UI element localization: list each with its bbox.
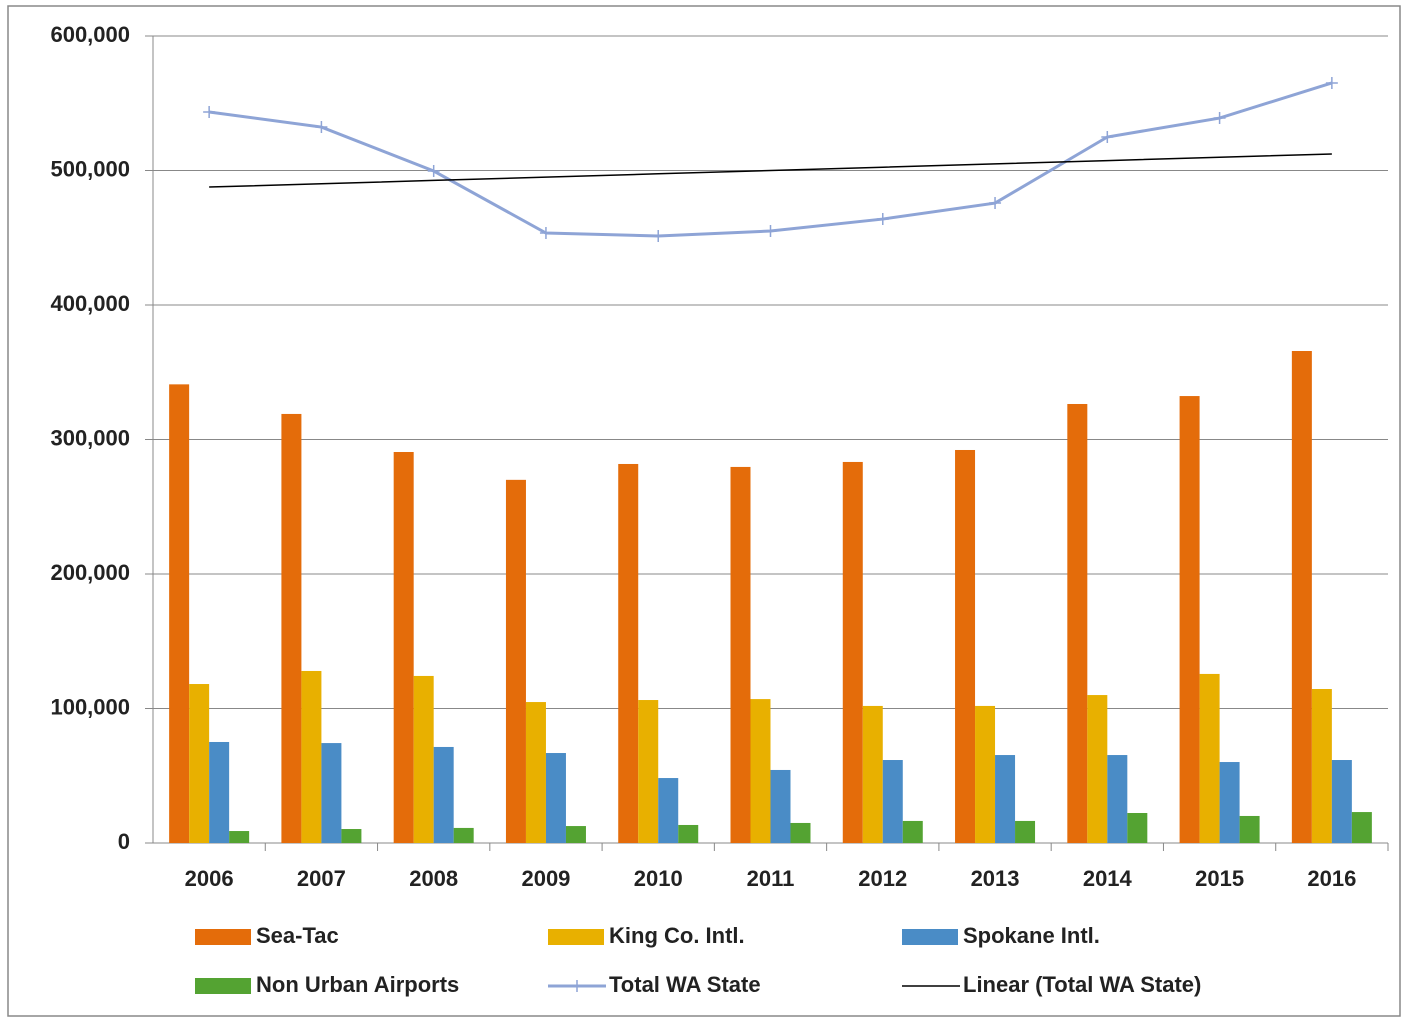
line-marker [652, 230, 665, 243]
bar [1199, 673, 1220, 843]
legend-label: Total WA State [609, 972, 761, 997]
bar [1015, 820, 1036, 843]
legend-swatch [548, 929, 604, 945]
bar [1239, 815, 1260, 843]
bar [189, 684, 210, 843]
bar [842, 461, 863, 843]
bar [525, 702, 546, 843]
y-tick-label: 100,000 [50, 694, 130, 719]
x-tick-label: 2006 [185, 866, 234, 891]
bar [1311, 688, 1332, 843]
line-marker [1213, 112, 1226, 125]
x-tick-label: 2016 [1307, 866, 1356, 891]
bar [505, 479, 526, 843]
bar [975, 705, 996, 843]
x-tick-label: 2007 [297, 866, 346, 891]
legend-marker [571, 980, 583, 992]
x-tick-label: 2008 [409, 866, 458, 891]
bar [545, 753, 566, 843]
bar [229, 831, 250, 843]
bar [169, 384, 190, 843]
line-marker [1101, 131, 1114, 144]
y-tick-label: 300,000 [50, 425, 130, 450]
bar [1291, 350, 1312, 843]
x-tick-label: 2010 [634, 866, 683, 891]
bar [341, 829, 362, 843]
y-tick-label: 500,000 [50, 156, 130, 181]
bar [955, 449, 976, 843]
bar [321, 743, 342, 843]
line-marker [539, 227, 552, 240]
bar [209, 741, 230, 843]
bar [902, 820, 923, 843]
line-marker [876, 213, 889, 226]
bar [565, 826, 586, 843]
bar [618, 463, 639, 843]
legend-swatch [902, 929, 958, 945]
x-tick-label: 2012 [858, 866, 907, 891]
bar [1107, 755, 1128, 843]
x-tick-label: 2013 [971, 866, 1020, 891]
line-marker [203, 105, 216, 118]
bar [658, 778, 679, 843]
legend-label: Sea-Tac [256, 923, 339, 948]
bar [638, 700, 659, 843]
x-tick-label: 2015 [1195, 866, 1244, 891]
bar [678, 824, 699, 843]
line-marker [315, 121, 328, 134]
y-tick-label: 400,000 [50, 291, 130, 316]
bar [301, 670, 322, 843]
bar [281, 413, 302, 843]
bar [1067, 403, 1088, 843]
y-tick-label: 200,000 [50, 560, 130, 585]
line-marker [427, 165, 440, 178]
bar [433, 746, 454, 843]
legend-label: Spokane Intl. [963, 923, 1100, 948]
bar [393, 452, 414, 843]
x-tick-label: 2009 [521, 866, 570, 891]
chart-frame [7, 5, 1401, 1017]
bar [1179, 396, 1200, 843]
bar [862, 705, 883, 843]
x-tick-label: 2014 [1083, 866, 1133, 891]
bar [453, 827, 474, 843]
line-marker [764, 225, 777, 238]
bar [1351, 812, 1372, 843]
legend-label: Non Urban Airports [256, 972, 459, 997]
x-tick-label: 2011 [747, 866, 795, 891]
bar [882, 760, 903, 843]
bar [1127, 813, 1148, 843]
bar [1087, 695, 1108, 843]
legend-label: Linear (Total WA State) [963, 972, 1201, 997]
legend-swatch [195, 978, 251, 994]
bar [1219, 762, 1240, 843]
y-tick-label: 600,000 [50, 22, 130, 47]
y-tick-label: 0 [118, 829, 130, 854]
legend-swatch [195, 929, 251, 945]
bar [995, 755, 1016, 843]
bar [730, 466, 751, 843]
line [209, 153, 1332, 188]
bar [790, 822, 811, 843]
line-marker [1325, 76, 1338, 89]
legend-label: King Co. Intl. [609, 923, 745, 948]
bar [750, 699, 771, 843]
bar [413, 675, 434, 843]
bar [1331, 760, 1352, 843]
line-marker [989, 197, 1002, 210]
bar [770, 769, 791, 843]
